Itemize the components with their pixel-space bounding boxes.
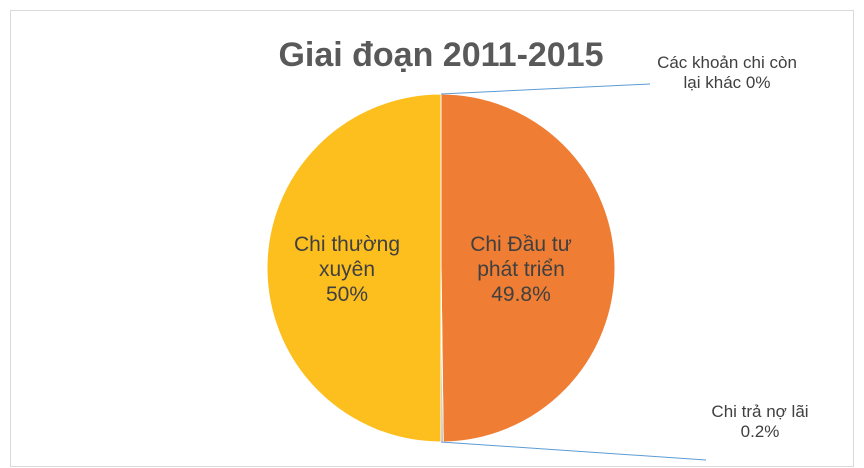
leader-line bbox=[440, 83, 651, 95]
label-category: Chi Đầu tư phát triển bbox=[470, 233, 572, 282]
data-label: Các khoản chi còn lại khác 0% bbox=[652, 53, 802, 94]
label-category: Chi thường xuyên bbox=[293, 233, 401, 282]
label-value: 0.2% bbox=[740, 422, 780, 442]
label-value: 0% bbox=[745, 73, 771, 93]
pie-slice bbox=[266, 93, 442, 443]
pie-slice bbox=[440, 93, 616, 443]
data-label: Chi thường xuyên 50% bbox=[272, 232, 422, 308]
data-label: Chi Đầu tư phát triển 49.8% bbox=[446, 232, 596, 308]
label-category: Chi trả nợ lãi bbox=[711, 402, 809, 421]
label-value: 49.8% bbox=[491, 283, 551, 307]
label-value: 50% bbox=[325, 283, 369, 307]
leader-line bbox=[440, 441, 707, 461]
label-category: Các khoản chi còn lại khác bbox=[657, 53, 797, 93]
chart-title: Giai đoạn 2011-2015 bbox=[278, 36, 603, 74]
data-label: Chi trả nợ lãi 0.2% bbox=[700, 402, 820, 443]
